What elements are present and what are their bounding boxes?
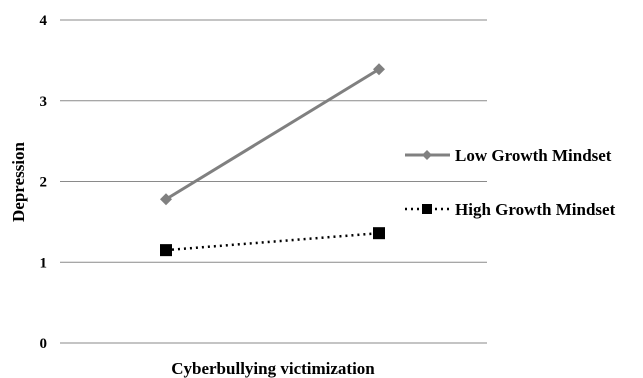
y-tick-label: 0 xyxy=(40,336,48,352)
legend-marker-square xyxy=(422,204,432,214)
y-axis-title: Depression xyxy=(9,141,28,222)
data-point-square xyxy=(373,227,385,240)
grid-lines xyxy=(60,19,487,263)
y-tick-label: 2 xyxy=(40,175,48,191)
y-tick-label: 3 xyxy=(40,94,48,110)
legend-marker-diamond xyxy=(422,150,432,160)
series-line xyxy=(165,67,380,201)
legend-item-0: Low Growth Mindset xyxy=(405,146,612,165)
y-tick-label: 1 xyxy=(40,255,48,271)
y-tick-labels: 0 1 2 3 4 xyxy=(40,13,48,352)
legend-label: High Growth Mindset xyxy=(455,200,616,219)
series-layer xyxy=(160,63,385,257)
legend-label: Low Growth Mindset xyxy=(455,146,612,165)
series-1 xyxy=(160,227,385,257)
y-tick-label: 4 xyxy=(40,13,48,29)
legend-item-1: High Growth Mindset xyxy=(405,200,616,219)
x-axis-title: Cyberbullying victimization xyxy=(171,359,375,378)
series-0 xyxy=(160,63,385,206)
legend: Low Growth Mindset High Growth Mindset xyxy=(405,146,616,219)
data-point-square xyxy=(160,244,172,257)
data-point-diamond xyxy=(373,63,385,76)
series-line xyxy=(165,231,380,252)
data-point-diamond xyxy=(160,193,172,206)
